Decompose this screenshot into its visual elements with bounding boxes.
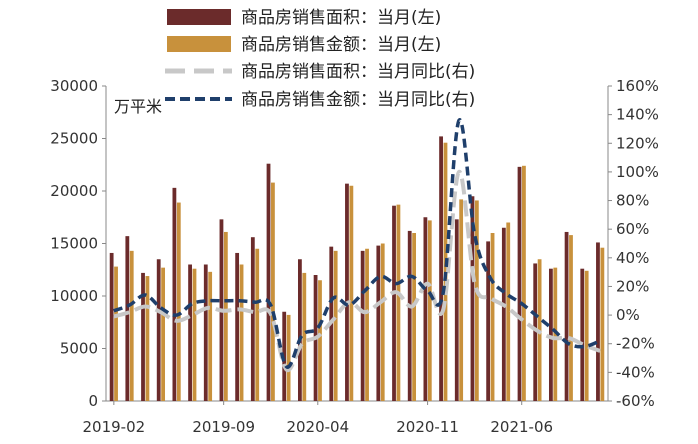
bar-area [596,242,600,401]
right-tick-label: 60% [616,220,649,238]
bar-area [533,263,538,401]
x-tick-label: 2020-04 [286,418,349,436]
bar-amount [271,182,275,401]
axes-layer [105,86,609,402]
bar-area [470,196,475,401]
bar-amount [161,267,166,401]
legend-swatch-amount [167,36,231,52]
line-amount-yoy [113,118,601,369]
x-tick-label: 2020-11 [396,418,459,436]
bar-amount [192,268,197,401]
bars-layer [109,136,605,401]
left-tick-label: 5000 [60,340,98,358]
legend: 商品房销售面积：当月(左) 商品房销售金额：当月(左) 商品房销售面积：当月同比(右… [165,8,475,110]
bar-area [564,231,569,401]
bar-amount [176,202,181,401]
bar-amount [569,235,573,401]
bar-area [266,163,271,401]
bar-amount [553,267,558,401]
bar-amount [145,276,150,401]
bar-amount [365,248,369,401]
bar-area [501,227,506,401]
bar-area [188,264,192,401]
bar-area [454,219,459,401]
bar-amount [412,233,417,401]
bar-area [423,217,428,401]
unit-label: 万平米 [114,97,162,116]
bar-amount [459,199,464,401]
bar-area [439,136,443,401]
bar-amount [114,266,118,401]
bar-amount [208,271,213,401]
bar-amount [380,243,385,401]
legend-label: 商品房销售金额：当月同比(右) [241,90,475,110]
right-tick-label: -60% [616,392,655,410]
bar-amount [223,231,228,401]
bar-amount [490,233,495,401]
bar-amount [333,250,338,401]
bar-area [125,236,130,401]
bar-amount [584,270,589,401]
bar-area [376,245,381,401]
right-tick-label: 40% [616,249,649,267]
left-tick-label: 0 [88,392,98,410]
left-tick-label: 10000 [50,287,98,305]
right-tick-label: 120% [616,134,659,152]
bar-area [580,268,585,401]
bar-area [156,259,161,401]
bar-area [360,250,365,401]
bar-amount [255,248,260,401]
bar-area [109,252,114,401]
bar-area [486,241,491,401]
bar-amount [522,165,526,401]
left-tick-label: 20000 [50,182,98,200]
bar-amount [600,247,605,401]
bar-amount [349,185,354,401]
legend-label: 商品房销售金额：当月(左) [241,35,441,55]
bar-area [345,183,349,401]
x-tick-label: 2019-09 [192,418,255,436]
right-tick-label: 140% [616,106,659,124]
lines-layer [113,118,601,373]
bar-amount [427,220,432,401]
left-tick-label: 25000 [50,130,98,148]
bar-area [203,264,208,401]
bar-amount [396,204,401,401]
right-tick-label: 160% [616,77,659,95]
bar-amount [318,280,322,401]
bar-area [548,268,553,401]
legend-label: 商品房销售面积：当月同比(右) [241,62,475,82]
bar-amount [474,200,479,401]
bar-area [235,252,240,401]
left-tick-label: 30000 [50,77,98,95]
bar-area [172,187,177,401]
bar-area [297,259,302,401]
x-tick-label: 2021-06 [490,418,553,436]
left-tick-label: 15000 [50,235,98,253]
bar-amount [129,250,134,401]
line-area-yoy [113,169,601,373]
bar-area [392,205,396,401]
bar-amount [506,222,511,401]
ticks-layer: 0 5000 10000 15000 20000 25000 30000 -60% -40% -2… [50,77,659,436]
bar-amount [286,314,291,401]
right-tick-label: -20% [616,335,655,353]
bar-area [407,230,412,401]
legend-swatch-area [167,9,231,25]
right-tick-label: 0% [616,306,640,324]
right-tick-label: -40% [616,363,655,381]
bar-area [141,272,145,401]
x-tick-label: 2019-02 [83,418,146,436]
legend-label: 商品房销售面积：当月(左) [241,8,441,28]
right-tick-label: 80% [616,192,649,210]
right-tick-label: 100% [616,163,659,181]
bar-amount [239,264,244,401]
bar-area [517,166,522,401]
right-tick-label: 20% [616,277,649,295]
bar-amount [302,272,307,401]
bar-area [250,237,255,401]
